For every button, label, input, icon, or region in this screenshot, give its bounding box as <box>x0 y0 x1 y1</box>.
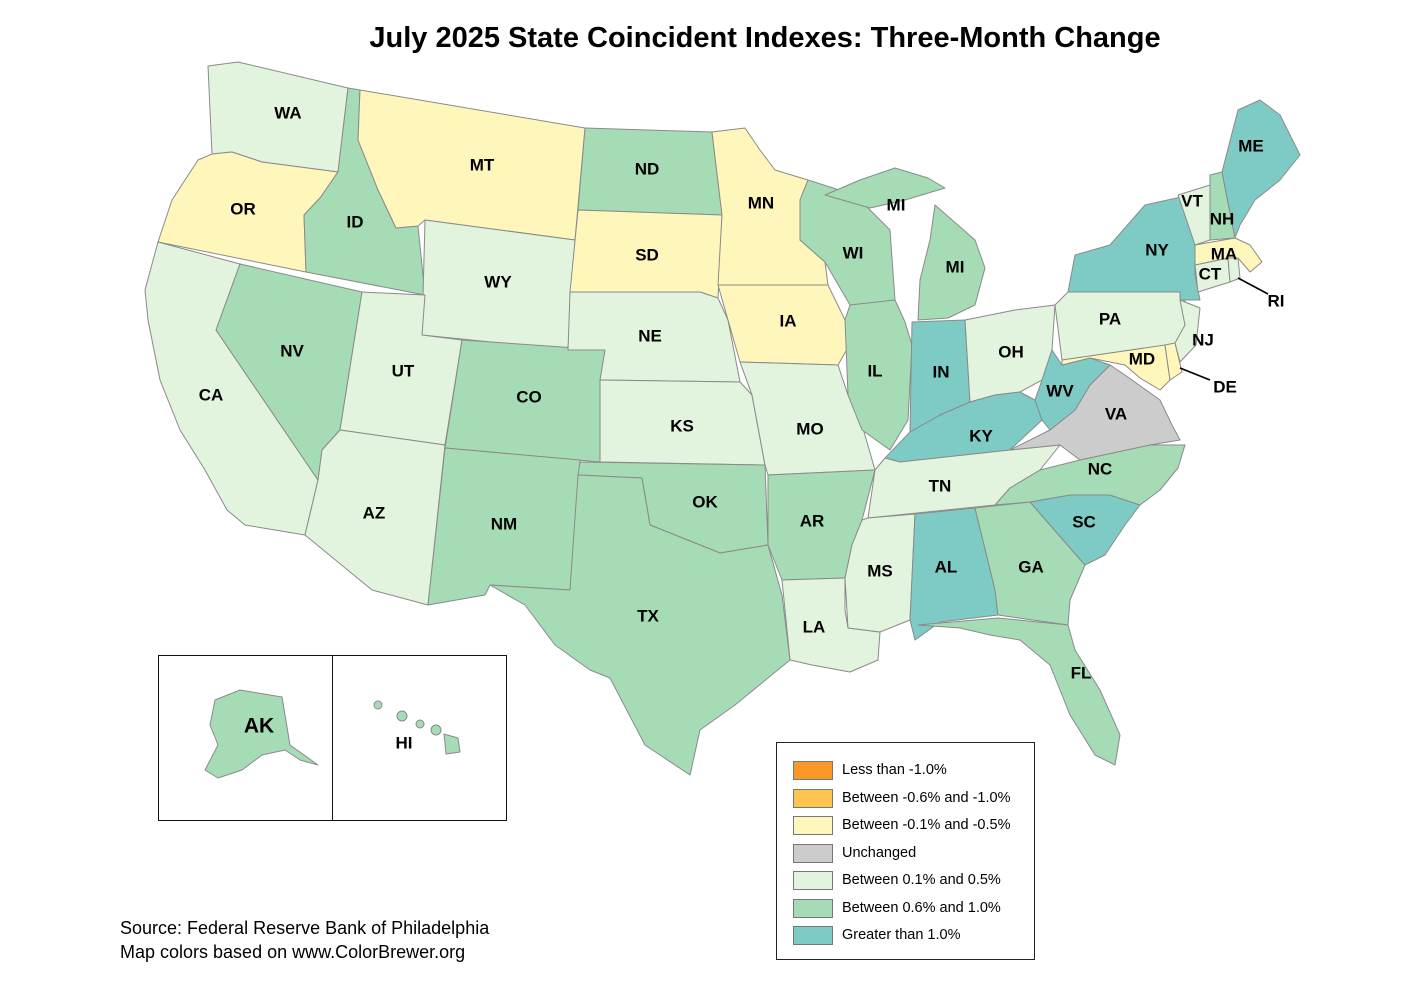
state-label-ct: CT <box>1199 264 1222 283</box>
state-label-ks: KS <box>670 416 694 435</box>
colorbrewer-credit: Map colors based on www.ColorBrewer.org <box>120 942 466 962</box>
source-note: Source: Federal Reserve Bank of Philadel… <box>120 916 489 964</box>
state-label-oh: OH <box>998 342 1024 361</box>
state-label-nj: NJ <box>1192 330 1214 349</box>
state-la[interactable] <box>781 577 881 673</box>
state-label-fl: FL <box>1071 663 1092 682</box>
state-tx[interactable] <box>489 474 791 776</box>
state-ak[interactable] <box>204 689 319 779</box>
state-label-az: AZ <box>363 503 386 522</box>
state-label-sd: SD <box>635 245 659 264</box>
state-label-wi: WI <box>843 243 864 262</box>
state-de[interactable] <box>1164 342 1183 381</box>
legend-swatch <box>793 843 833 863</box>
map-legend: Less than -1.0% Between -0.6% and -1.0% … <box>776 742 1035 960</box>
state-label-la: LA <box>803 617 826 636</box>
state-mi[interactable] <box>917 204 986 321</box>
state-label-mi: MI <box>946 257 965 276</box>
state-label-id: ID <box>347 212 364 231</box>
legend-label: Greater than 1.0% <box>842 927 961 943</box>
legend-item: Greater than 1.0% <box>793 925 961 945</box>
state-label-wy: WY <box>484 272 512 291</box>
state-label-ar: AR <box>800 511 825 530</box>
state-label-pa: PA <box>1099 309 1121 328</box>
legend-swatch <box>793 760 833 780</box>
map-title: July 2025 State Coincident Indexes: Thre… <box>369 22 1161 54</box>
legend-label: Between 0.6% and 1.0% <box>842 900 1001 916</box>
state-label-mt: MT <box>470 155 495 174</box>
state-label-nd: ND <box>635 159 660 178</box>
state-label-tx: TX <box>637 606 659 625</box>
state-label-ne: NE <box>638 326 662 345</box>
legend-item: Between 0.1% and 0.5% <box>793 870 1001 890</box>
hawaii-inset-frame <box>332 655 507 821</box>
state-me[interactable] <box>1221 99 1301 239</box>
state-label-or: OR <box>230 199 256 218</box>
state-mi-upper[interactable] <box>824 167 946 209</box>
legend-swatch <box>793 815 833 835</box>
ri-leader-line <box>1237 277 1269 295</box>
state-label-wa: WA <box>274 103 301 122</box>
state-fl[interactable] <box>917 617 1121 766</box>
state-label-co: CO <box>516 387 542 406</box>
de-leader-line <box>1179 367 1211 381</box>
legend-swatch <box>793 870 833 890</box>
legend-label: Less than -1.0% <box>842 762 947 778</box>
state-label-mn: MN <box>748 193 774 212</box>
state-label-ga: GA <box>1018 557 1044 576</box>
state-label-de: DE <box>1213 377 1237 396</box>
state-label-wv: WV <box>1046 381 1074 400</box>
state-ma[interactable] <box>1194 237 1263 273</box>
state-wv[interactable] <box>1034 349 1111 431</box>
state-label-ia: IA <box>780 311 797 330</box>
state-ny[interactable] <box>1067 194 1201 301</box>
state-label-hi: HI <box>396 733 413 752</box>
legend-label: Between 0.1% and 0.5% <box>842 872 1001 888</box>
state-label-me: ME <box>1238 136 1264 155</box>
state-label-nv: NV <box>280 341 304 360</box>
state-label-al: AL <box>935 557 958 576</box>
state-label-tn: TN <box>929 476 952 495</box>
state-label-ny: NY <box>1145 240 1169 259</box>
state-label-ok: OK <box>692 492 718 511</box>
state-label-nh: NH <box>1210 209 1235 228</box>
state-label-nc: NC <box>1088 459 1113 478</box>
state-label-ca: CA <box>199 385 224 404</box>
state-label-sc: SC <box>1072 512 1096 531</box>
legend-swatch <box>793 925 833 945</box>
state-label-mi-upper: MI <box>887 195 906 214</box>
state-hi[interactable] <box>373 700 461 755</box>
state-label-vt: VT <box>1181 191 1203 210</box>
state-label-ky: KY <box>969 426 993 445</box>
state-label-va: VA <box>1105 404 1127 423</box>
alaska-inset-frame <box>158 655 333 821</box>
legend-label: Unchanged <box>842 845 917 861</box>
legend-item: Between -0.1% and -0.5% <box>793 815 1010 835</box>
state-label-ut: UT <box>392 361 415 380</box>
state-tn[interactable] <box>867 444 1061 519</box>
state-label-mo: MO <box>796 419 823 438</box>
state-label-ak: AK <box>244 715 274 738</box>
legend-item: Between -0.6% and -1.0% <box>793 788 1010 808</box>
state-label-in: IN <box>933 362 950 381</box>
state-nj[interactable] <box>1174 299 1201 363</box>
state-label-ms: MS <box>867 561 893 580</box>
state-nc[interactable] <box>994 444 1186 506</box>
source-line: Source: Federal Reserve Bank of Philadel… <box>120 918 490 938</box>
state-label-ma: MA <box>1211 244 1237 263</box>
legend-label: Between -0.1% and -0.5% <box>842 817 1011 833</box>
state-label-ri: RI <box>1268 291 1285 310</box>
legend-swatch <box>793 788 833 808</box>
legend-swatch <box>793 898 833 918</box>
state-il[interactable] <box>844 299 913 451</box>
state-label-nm: NM <box>491 514 517 533</box>
legend-item: Between 0.6% and 1.0% <box>793 898 1001 918</box>
legend-item: Unchanged <box>793 843 916 863</box>
legend-item: Less than -1.0% <box>793 760 947 780</box>
legend-label: Between -0.6% and -1.0% <box>842 790 1011 806</box>
state-label-il: IL <box>867 361 882 380</box>
state-label-md: MD <box>1129 349 1155 368</box>
